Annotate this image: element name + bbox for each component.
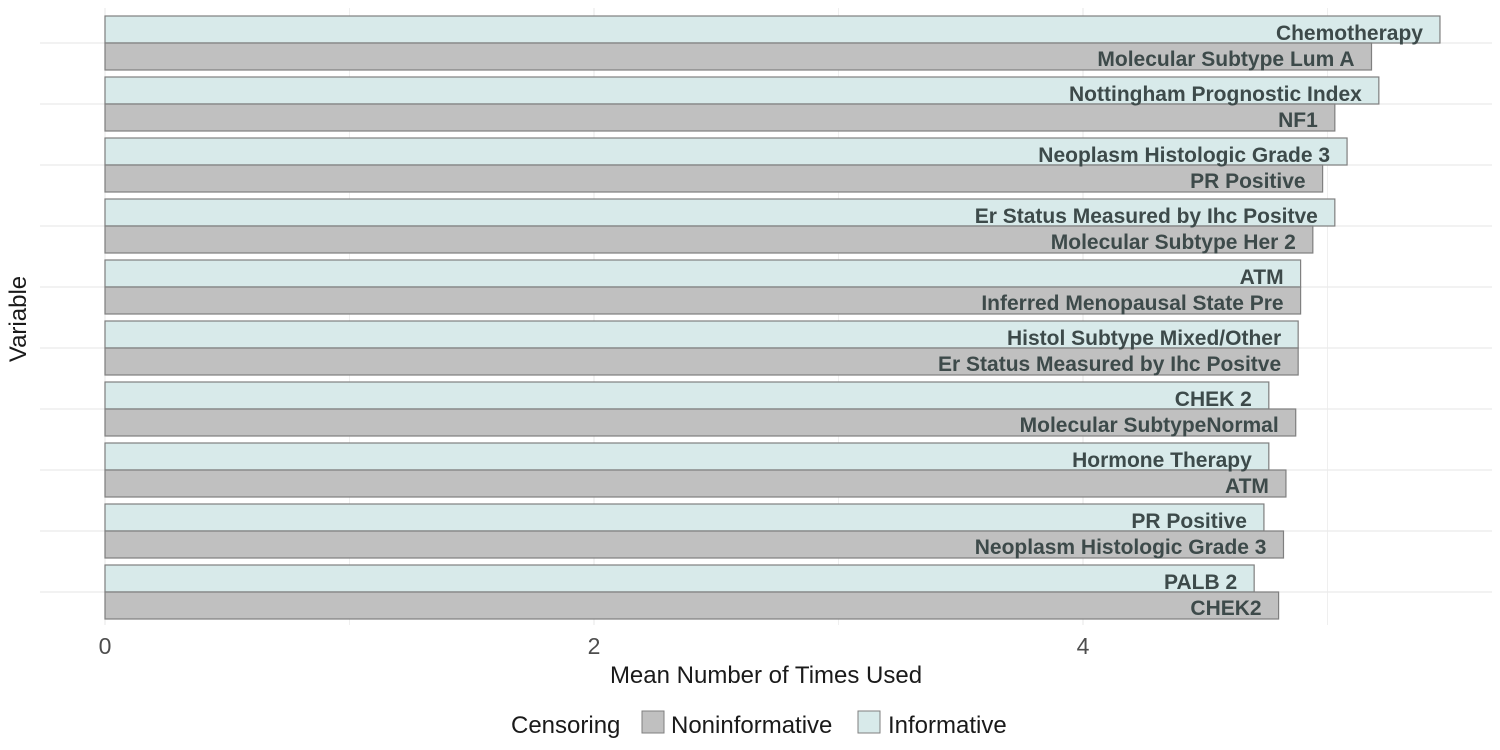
- bar-informative: [104, 503, 1265, 532]
- bar-informative: [104, 564, 1255, 593]
- legend-swatch-noninformative: [641, 710, 665, 734]
- x-tick-label: 4: [1077, 633, 1090, 659]
- bar-label-informative: CHEK 2: [1175, 388, 1252, 411]
- bar-label-informative: Histol Subtype Mixed/Other: [1007, 327, 1281, 350]
- x-tick-label: 2: [588, 633, 601, 659]
- bar-label-noninformative: ATM: [1225, 475, 1269, 498]
- bar-label-noninformative: Molecular Subtype Her 2: [1051, 231, 1296, 254]
- y-axis-title: Variable: [5, 276, 32, 362]
- bar-label-informative: Neoplasm Histologic Grade 3: [1038, 144, 1330, 167]
- bar-informative: [104, 259, 1302, 288]
- bar-label-noninformative: CHEK2: [1190, 597, 1261, 620]
- bar-informative: [104, 15, 1441, 44]
- bar-informative: [104, 137, 1348, 166]
- bar-noninformative: [104, 347, 1299, 376]
- bar-label-noninformative: Er Status Measured by Ihc Positve: [938, 353, 1281, 376]
- legend: Censoring Noninformative Informative: [511, 710, 1007, 739]
- bar-noninformative: [104, 225, 1314, 254]
- bar-noninformative: [104, 103, 1336, 132]
- x-axis-title: Mean Number of Times Used: [610, 662, 922, 689]
- bar-label-informative: Hormone Therapy: [1072, 449, 1252, 472]
- bar-informative: [104, 320, 1299, 349]
- bar-label-noninformative: Neoplasm Histologic Grade 3: [975, 536, 1267, 559]
- legend-label-noninformative: Noninformative: [671, 712, 832, 739]
- bar-informative: [104, 198, 1336, 227]
- bars: [104, 15, 1441, 620]
- bar-noninformative: [104, 408, 1297, 437]
- bar-noninformative: [104, 469, 1287, 498]
- bar-noninformative: [104, 42, 1373, 71]
- bar-labels: Chemotherapy Molecular Subtype Lum A Notti…: [938, 22, 1423, 620]
- bar-informative: [104, 381, 1270, 410]
- legend-title: Censoring: [511, 712, 620, 739]
- x-tick-label: 0: [99, 633, 112, 659]
- bar-label-noninformative: PR Positive: [1190, 170, 1306, 193]
- bar-label-informative: Chemotherapy: [1276, 22, 1423, 45]
- bar-label-informative: ATM: [1240, 266, 1284, 289]
- bar-noninformative: [104, 164, 1324, 193]
- bar-label-informative: PR Positive: [1131, 510, 1247, 533]
- bar-label-noninformative: Molecular Subtype Lum A: [1097, 48, 1354, 71]
- bar-label-informative: PALB 2: [1164, 571, 1237, 594]
- bar-label-informative: Er Status Measured by Ihc Positve: [975, 205, 1318, 228]
- x-axis-ticks: 0 2 4: [99, 633, 1090, 659]
- bar-noninformative: [104, 591, 1280, 620]
- bar-informative: [104, 442, 1270, 471]
- legend-label-informative: Informative: [888, 712, 1007, 739]
- bar-label-informative: Nottingham Prognostic Index: [1069, 83, 1362, 106]
- bar-label-noninformative: NF1: [1278, 109, 1318, 132]
- bar-label-noninformative: Molecular SubtypeNormal: [1020, 414, 1279, 437]
- bar-label-noninformative: Inferred Menopausal State Pre: [981, 292, 1283, 315]
- legend-swatch-informative: [857, 710, 881, 734]
- bar-noninformative: [104, 286, 1302, 315]
- bar-noninformative: [104, 530, 1285, 559]
